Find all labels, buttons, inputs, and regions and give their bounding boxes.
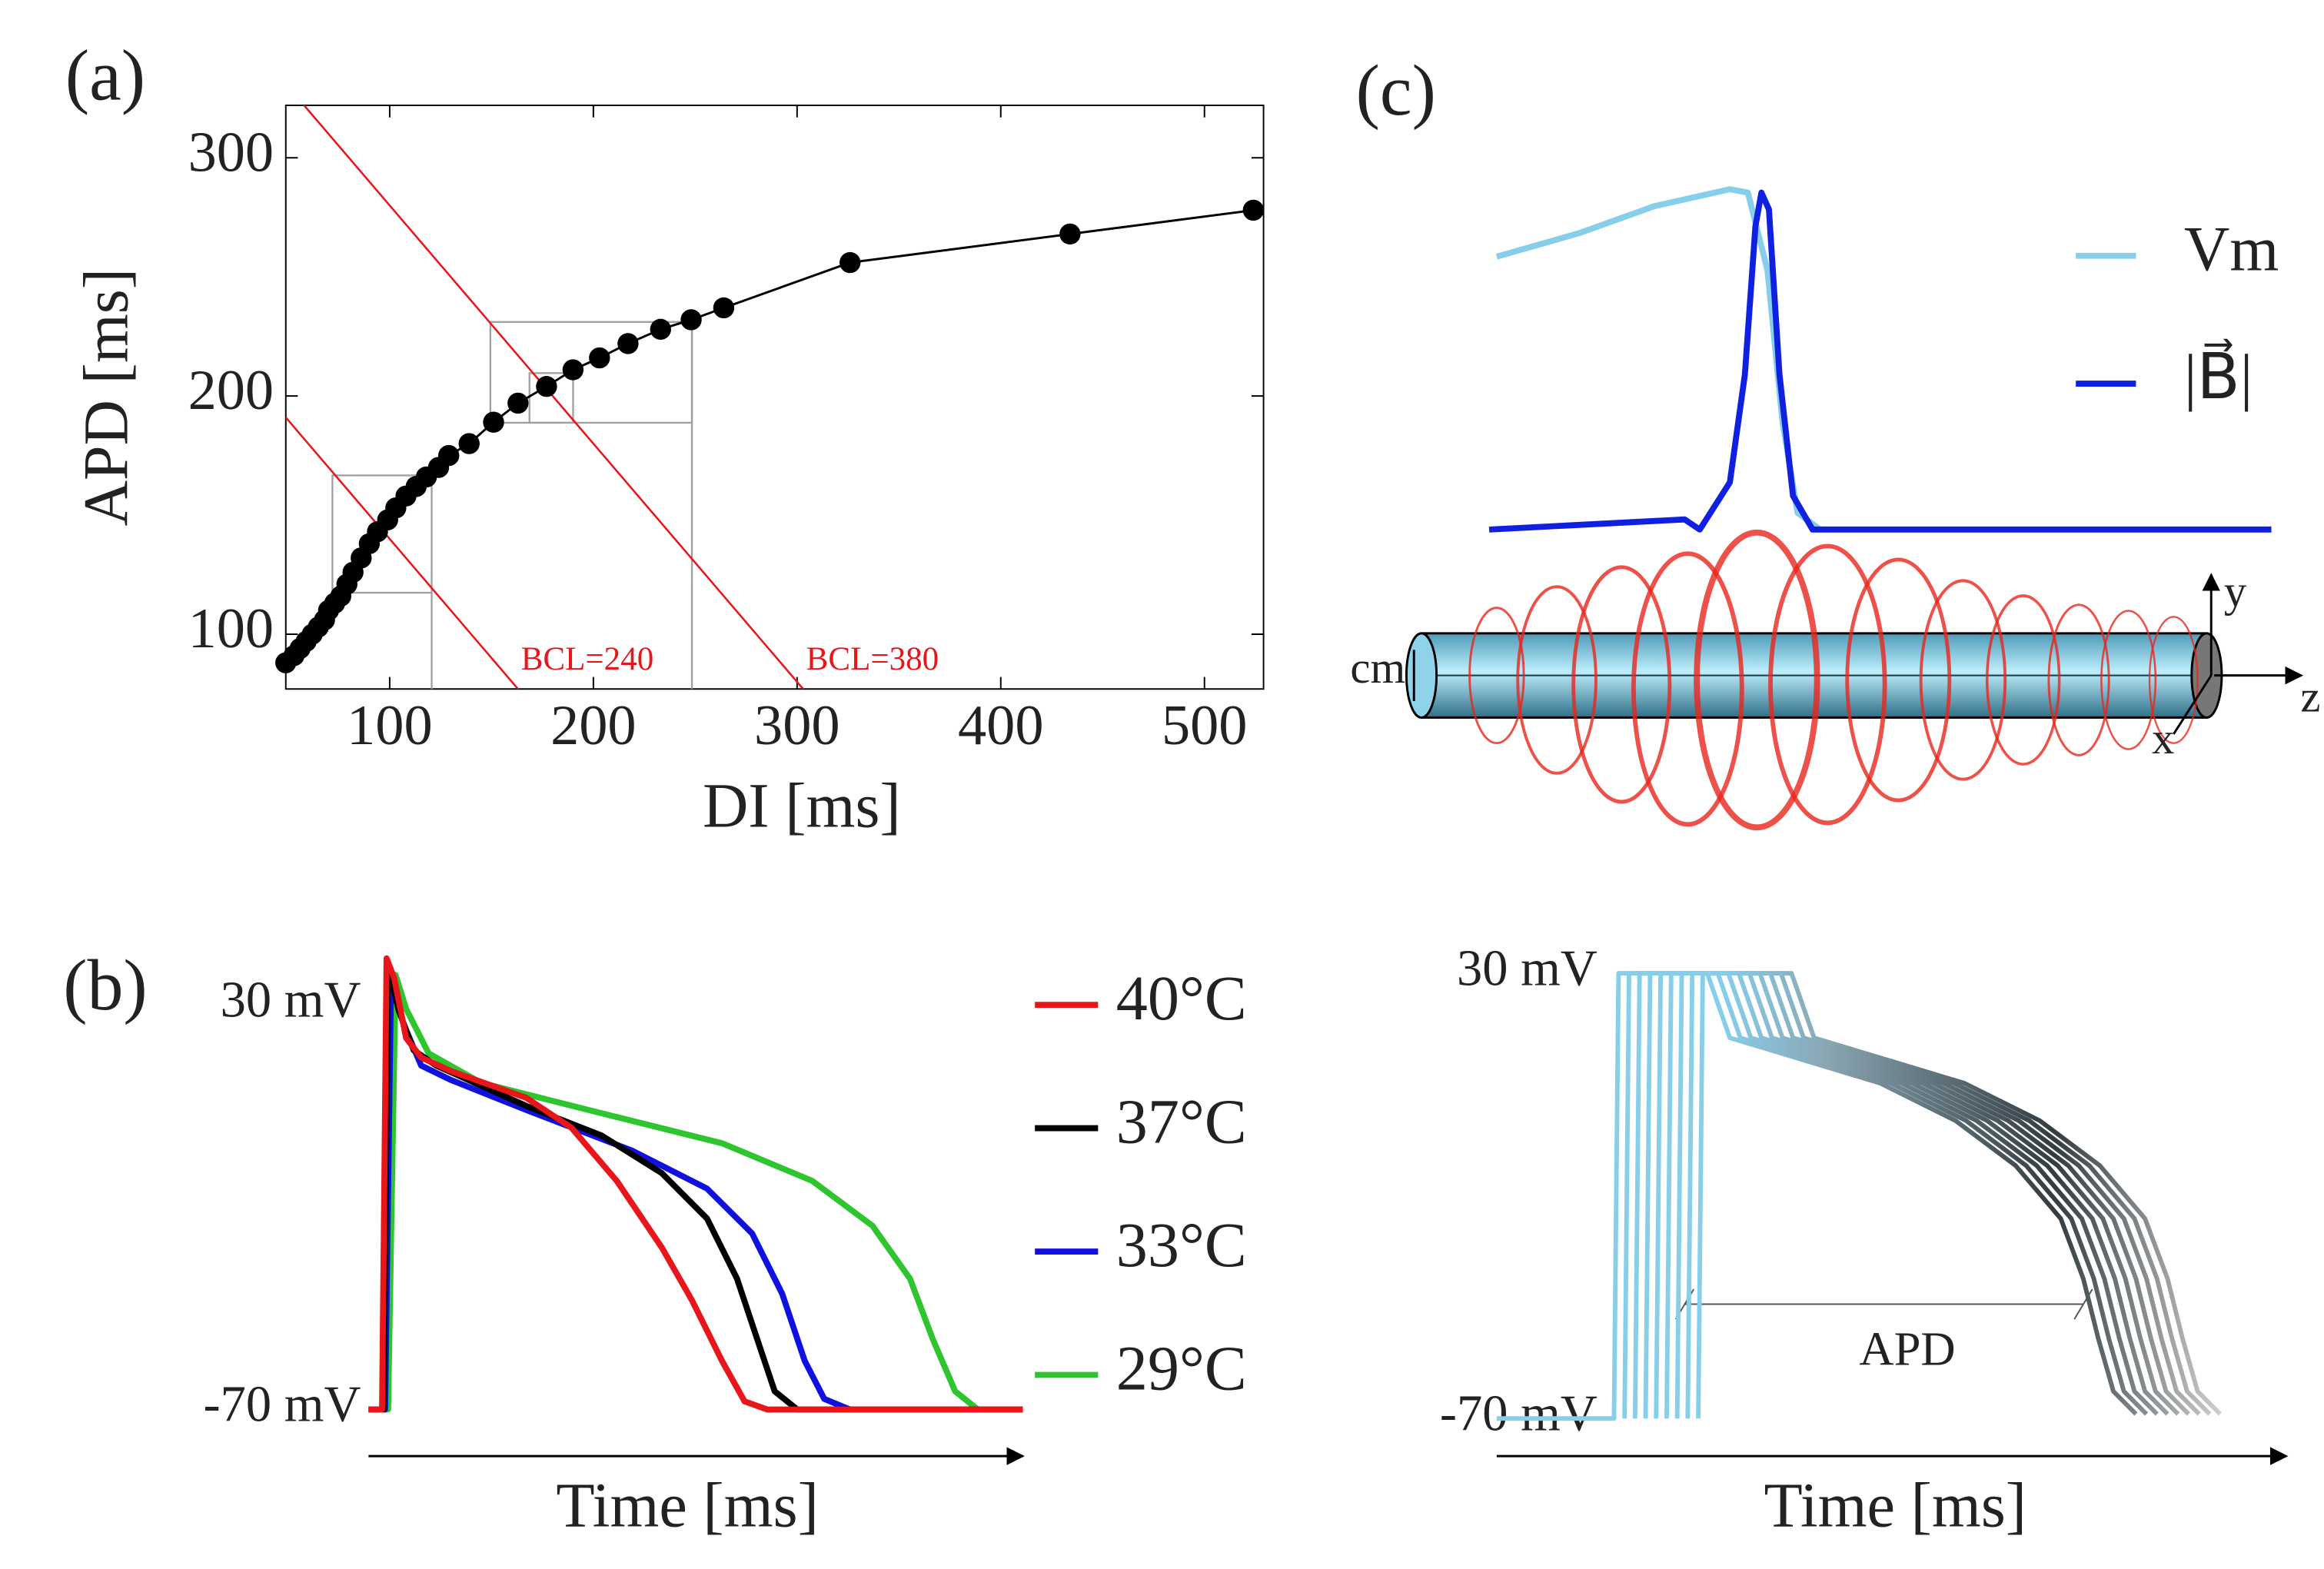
x-axis-label: DI [ms] bbox=[703, 771, 901, 841]
legend-label: 33°C bbox=[1116, 1210, 1247, 1280]
y-tick-label: -70 mV bbox=[1440, 1385, 1598, 1441]
trace bbox=[1696, 971, 2223, 1419]
data-point bbox=[507, 392, 529, 414]
cobweb bbox=[331, 321, 693, 690]
y-tick-label: 100 bbox=[188, 597, 274, 660]
y-axis-label: APD [ms] bbox=[71, 268, 141, 526]
x-tick-label: 100 bbox=[347, 694, 433, 757]
reference-line bbox=[285, 417, 520, 690]
x-tick-label: 500 bbox=[1162, 694, 1248, 757]
diagram-label: z bbox=[2300, 671, 2320, 721]
legend-label: |B⃗| bbox=[2184, 338, 2253, 412]
x-tick-label: 300 bbox=[754, 694, 840, 757]
data-point bbox=[483, 411, 504, 433]
reference-line bbox=[302, 105, 805, 690]
diagram-label: x bbox=[2152, 713, 2174, 763]
trace bbox=[1488, 189, 2272, 533]
x-tick-label: 200 bbox=[550, 694, 637, 757]
data-point bbox=[1242, 199, 1265, 221]
x-axis-label: Time [ms] bbox=[556, 1470, 819, 1540]
data-point bbox=[650, 318, 671, 341]
legend-label: 40°C bbox=[1116, 963, 1247, 1033]
data-point bbox=[680, 309, 702, 331]
data-point bbox=[536, 376, 557, 397]
fiber-diagram bbox=[1405, 529, 2303, 831]
data-point bbox=[1059, 223, 1081, 245]
panel-label: (a) bbox=[65, 35, 145, 115]
plot-frame bbox=[284, 105, 1265, 690]
x-tick-label: 400 bbox=[958, 694, 1044, 757]
data-point bbox=[589, 347, 610, 369]
data-point bbox=[713, 297, 735, 319]
data-point bbox=[839, 251, 861, 274]
panel-label: (b) bbox=[63, 946, 148, 1026]
data-point bbox=[438, 444, 460, 467]
data-point bbox=[617, 333, 639, 354]
y-tick-label: 300 bbox=[188, 121, 274, 184]
data-point bbox=[458, 433, 480, 454]
trace bbox=[368, 972, 1023, 1413]
legend-label: 29°C bbox=[1116, 1333, 1247, 1403]
diagram-label: y bbox=[2224, 566, 2247, 616]
y-tick-label: 200 bbox=[188, 359, 274, 422]
reference-label: BCL=380 bbox=[806, 641, 939, 677]
trace bbox=[368, 972, 1023, 1413]
trace bbox=[368, 955, 1023, 1413]
trace bbox=[368, 961, 1023, 1413]
panel-label: (c) bbox=[1356, 51, 1436, 131]
y-tick-label: 30 mV bbox=[1457, 940, 1598, 996]
annotation: APD bbox=[1859, 1321, 1955, 1375]
legend-label: Vm bbox=[2184, 214, 2279, 284]
apd-bracket bbox=[1674, 1288, 2093, 1320]
reference-label: BCL=240 bbox=[521, 641, 654, 677]
y-tick-label: 30 mV bbox=[221, 972, 361, 1028]
data-point bbox=[562, 359, 584, 381]
x-axis-label: Time [ms] bbox=[1764, 1470, 2027, 1540]
legend-label: 37°C bbox=[1116, 1086, 1247, 1156]
diagram-label: cm bbox=[1350, 643, 1405, 693]
y-tick-label: -70 mV bbox=[204, 1377, 361, 1433]
